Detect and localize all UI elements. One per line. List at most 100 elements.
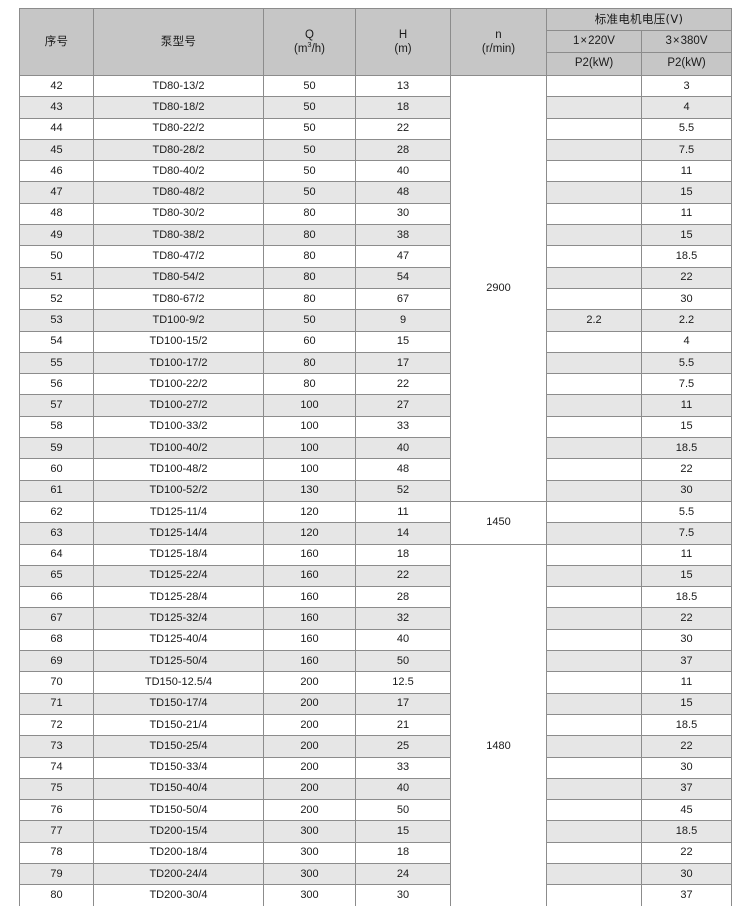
table-row: 69 TD125-50/4 160 50 37 [19,650,733,673]
cell-flow-rate: 50 [263,181,356,204]
flow-unit-tail: /h) [311,43,325,55]
header-row-primary: 序号 泵型号 Q (m3/h) H (m) n [19,8,733,76]
cell-power-380v: 7.5 [640,522,733,545]
cell-head: 21 [355,713,451,737]
cell-power-380v: 4 [640,96,733,119]
cell-head: 52 [355,479,451,502]
cell-power-220v [546,650,642,673]
cell-pump-model: TD150-25/4 [93,735,264,758]
cell-pump-model: TD100-27/2 [93,394,264,417]
cell-power-220v [546,437,642,460]
table-row: 76 TD150-50/4 200 50 45 [19,799,733,822]
cell-power-380v: 7.5 [640,138,733,162]
cell-head: 47 [355,245,451,268]
cell-power-380v: 22 [640,458,733,481]
cell-power-220v [546,415,642,439]
cell-power-220v [546,820,642,843]
cell-head: 11 [355,500,451,524]
cell-head: 18 [355,543,451,566]
cell-pump-model: TD100-17/2 [93,351,264,375]
cell-flow-rate: 160 [263,543,356,566]
cell-pump-model: TD80-28/2 [93,138,264,162]
cell-head: 18 [355,841,451,864]
cell-serial-number: 48 [19,202,94,226]
cell-power-380v: 4 [640,330,733,353]
table-row: 56 TD100-22/2 80 22 7.5 [19,373,733,396]
cell-power-220v [546,671,642,694]
table-row: 44 TD80-22/2 50 22 5.5 [19,117,733,140]
cell-power-380v: 15 [640,415,733,439]
cell-power-380v: 18.5 [640,586,733,609]
table-row: 67 TD125-32/4 160 32 22 [19,607,733,630]
cell-serial-number: 72 [19,713,94,737]
cell-power-220v [546,628,642,652]
table-row: 66 TD125-28/4 160 28 18.5 [19,586,733,609]
cell-flow-rate: 100 [263,437,356,460]
table-row: 79 TD200-24/4 300 24 30 [19,862,733,886]
column-header-pump-model: 泵型号 [93,8,264,76]
cell-pump-model: TD125-28/4 [93,586,264,609]
cell-pump-model: TD100-52/2 [93,479,264,502]
table-row: 59 TD100-40/2 100 40 18.5 [19,437,733,460]
cell-serial-number: 69 [19,650,94,673]
cell-power-220v [546,607,642,630]
cell-power-380v: 18.5 [640,245,733,268]
cell-serial-number: 66 [19,586,94,609]
table-row: 42 TD80-13/2 50 13 2900 3 [19,74,733,502]
cell-head: 15 [355,330,451,353]
cell-head: 22 [355,373,451,396]
cell-power-220v [546,287,642,311]
cell-flow-rate: 200 [263,713,356,737]
cell-serial-number: 80 [19,884,94,906]
cell-power-380v: 11 [640,202,733,226]
cell-power-220v [546,202,642,226]
cell-power-220v [546,330,642,353]
cell-pump-model: TD200-18/4 [93,841,264,864]
column-header-speed: n (r/min) [450,8,547,76]
cell-power-220v [546,458,642,481]
cell-flow-rate: 80 [263,287,356,311]
cell-pump-model: TD125-50/4 [93,650,264,673]
cell-flow-rate: 200 [263,671,356,694]
cell-head: 17 [355,692,451,715]
cell-power-380v: 15 [640,181,733,204]
cell-pump-model: TD200-30/4 [93,884,264,906]
cell-head: 24 [355,862,451,886]
cell-power-220v [546,756,642,779]
cell-serial-number: 50 [19,245,94,268]
cell-serial-number: 56 [19,373,94,396]
cell-head: 50 [355,799,451,822]
flow-rate-unit: (m3/h) [264,41,355,56]
cell-head: 25 [355,735,451,758]
cell-power-220v: 2.2 [546,309,642,332]
cell-head: 40 [355,628,451,652]
cell-serial-number: 65 [19,564,94,588]
cell-head: 40 [355,160,451,183]
cell-power-380v: 45 [640,799,733,822]
cell-head: 40 [355,437,451,460]
cell-pump-model: TD80-22/2 [93,117,264,140]
cell-head: 38 [355,224,451,247]
column-header-power-380: P2(kW) [640,52,733,76]
cell-pump-model: TD80-67/2 [93,287,264,311]
cell-power-220v [546,500,642,524]
table-row: 55 TD100-17/2 80 17 5.5 [19,351,733,375]
cell-serial-number: 44 [19,117,94,140]
cell-power-380v: 15 [640,692,733,715]
cell-serial-number: 42 [19,74,94,98]
cell-flow-rate: 50 [263,309,356,332]
cell-head: 22 [355,564,451,588]
head-unit: (m) [394,43,412,55]
cell-pump-model: TD100-40/2 [93,437,264,460]
cell-serial-number: 76 [19,799,94,822]
cell-power-220v [546,799,642,822]
cell-pump-model: TD100-9/2 [93,309,264,332]
cell-head: 28 [355,586,451,609]
cell-power-220v [546,586,642,609]
cell-head: 48 [355,181,451,204]
cell-power-220v [546,479,642,502]
cell-speed-merged: 2900 [450,75,547,502]
cell-serial-number: 71 [19,692,94,715]
voltage-1-value: 220V [588,34,615,47]
cell-pump-model: TD125-40/4 [93,628,264,652]
